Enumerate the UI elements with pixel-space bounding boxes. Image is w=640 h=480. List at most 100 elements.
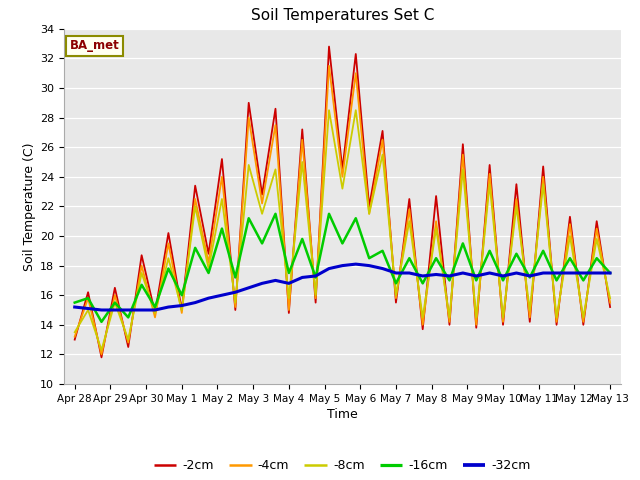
- -8cm: [71, 329, 79, 335]
- -16cm: [178, 292, 186, 298]
- -2cm: [285, 310, 292, 316]
- -2cm: [445, 322, 453, 328]
- -2cm: [392, 300, 400, 305]
- -32cm: [271, 277, 279, 283]
- -8cm: [379, 152, 387, 157]
- Y-axis label: Soil Temperature (C): Soil Temperature (C): [23, 142, 36, 271]
- -4cm: [124, 340, 132, 346]
- -2cm: [178, 307, 186, 313]
- -8cm: [84, 307, 92, 313]
- -2cm: [191, 183, 199, 189]
- -32cm: [151, 307, 159, 313]
- -16cm: [325, 211, 333, 216]
- -8cm: [339, 186, 346, 192]
- -4cm: [164, 240, 172, 246]
- -4cm: [259, 201, 266, 206]
- -16cm: [339, 240, 346, 246]
- -16cm: [566, 255, 574, 261]
- -16cm: [124, 314, 132, 320]
- -32cm: [191, 300, 199, 305]
- -16cm: [164, 266, 172, 272]
- -4cm: [379, 137, 387, 143]
- -4cm: [271, 122, 279, 128]
- -2cm: [606, 304, 614, 310]
- -16cm: [151, 304, 159, 310]
- -4cm: [540, 174, 547, 180]
- -16cm: [98, 319, 106, 325]
- -2cm: [218, 156, 226, 162]
- -2cm: [472, 325, 480, 331]
- -16cm: [406, 255, 413, 261]
- -2cm: [271, 106, 279, 112]
- -32cm: [365, 263, 373, 268]
- -32cm: [593, 270, 600, 276]
- -16cm: [84, 295, 92, 301]
- -8cm: [285, 295, 292, 301]
- -8cm: [232, 300, 239, 305]
- -32cm: [445, 273, 453, 279]
- -8cm: [164, 255, 172, 261]
- -2cm: [593, 218, 600, 224]
- -32cm: [566, 270, 574, 276]
- -32cm: [472, 273, 480, 279]
- -2cm: [365, 204, 373, 209]
- -16cm: [579, 277, 587, 283]
- -4cm: [445, 319, 453, 325]
- -8cm: [151, 310, 159, 316]
- -8cm: [98, 347, 106, 353]
- -2cm: [379, 128, 387, 134]
- -8cm: [298, 159, 306, 165]
- -32cm: [513, 270, 520, 276]
- -4cm: [419, 322, 426, 328]
- -8cm: [513, 204, 520, 209]
- -16cm: [298, 236, 306, 242]
- -16cm: [432, 255, 440, 261]
- -8cm: [606, 295, 614, 301]
- -16cm: [472, 277, 480, 283]
- -4cm: [526, 314, 534, 320]
- -32cm: [499, 273, 507, 279]
- -32cm: [71, 304, 79, 310]
- -2cm: [579, 322, 587, 328]
- -4cm: [365, 211, 373, 216]
- -8cm: [553, 314, 561, 320]
- -2cm: [138, 252, 145, 258]
- -8cm: [392, 292, 400, 298]
- -16cm: [445, 277, 453, 283]
- -4cm: [232, 304, 239, 310]
- -8cm: [459, 167, 467, 172]
- -4cm: [432, 218, 440, 224]
- -16cm: [111, 300, 118, 305]
- -2cm: [339, 167, 346, 172]
- -2cm: [232, 307, 239, 313]
- -4cm: [513, 196, 520, 202]
- -8cm: [540, 181, 547, 187]
- -16cm: [419, 280, 426, 286]
- Line: -32cm: -32cm: [75, 264, 610, 310]
- -16cm: [513, 251, 520, 257]
- -32cm: [178, 303, 186, 309]
- -4cm: [218, 174, 226, 180]
- -8cm: [593, 236, 600, 242]
- -4cm: [472, 322, 480, 328]
- -32cm: [298, 275, 306, 280]
- -2cm: [111, 285, 118, 291]
- -4cm: [352, 71, 360, 76]
- -4cm: [138, 263, 145, 268]
- -4cm: [499, 319, 507, 325]
- -4cm: [98, 351, 106, 357]
- -32cm: [432, 272, 440, 277]
- -8cm: [352, 108, 360, 113]
- -16cm: [499, 277, 507, 283]
- -4cm: [606, 300, 614, 305]
- -8cm: [432, 226, 440, 231]
- -2cm: [164, 230, 172, 236]
- -32cm: [285, 280, 292, 286]
- -8cm: [245, 162, 253, 168]
- Legend: -2cm, -4cm, -8cm, -16cm, -32cm: -2cm, -4cm, -8cm, -16cm, -32cm: [149, 454, 536, 477]
- -4cm: [579, 319, 587, 325]
- -4cm: [111, 292, 118, 298]
- X-axis label: Time: Time: [327, 408, 358, 421]
- -4cm: [285, 307, 292, 313]
- Text: BA_met: BA_met: [70, 39, 119, 52]
